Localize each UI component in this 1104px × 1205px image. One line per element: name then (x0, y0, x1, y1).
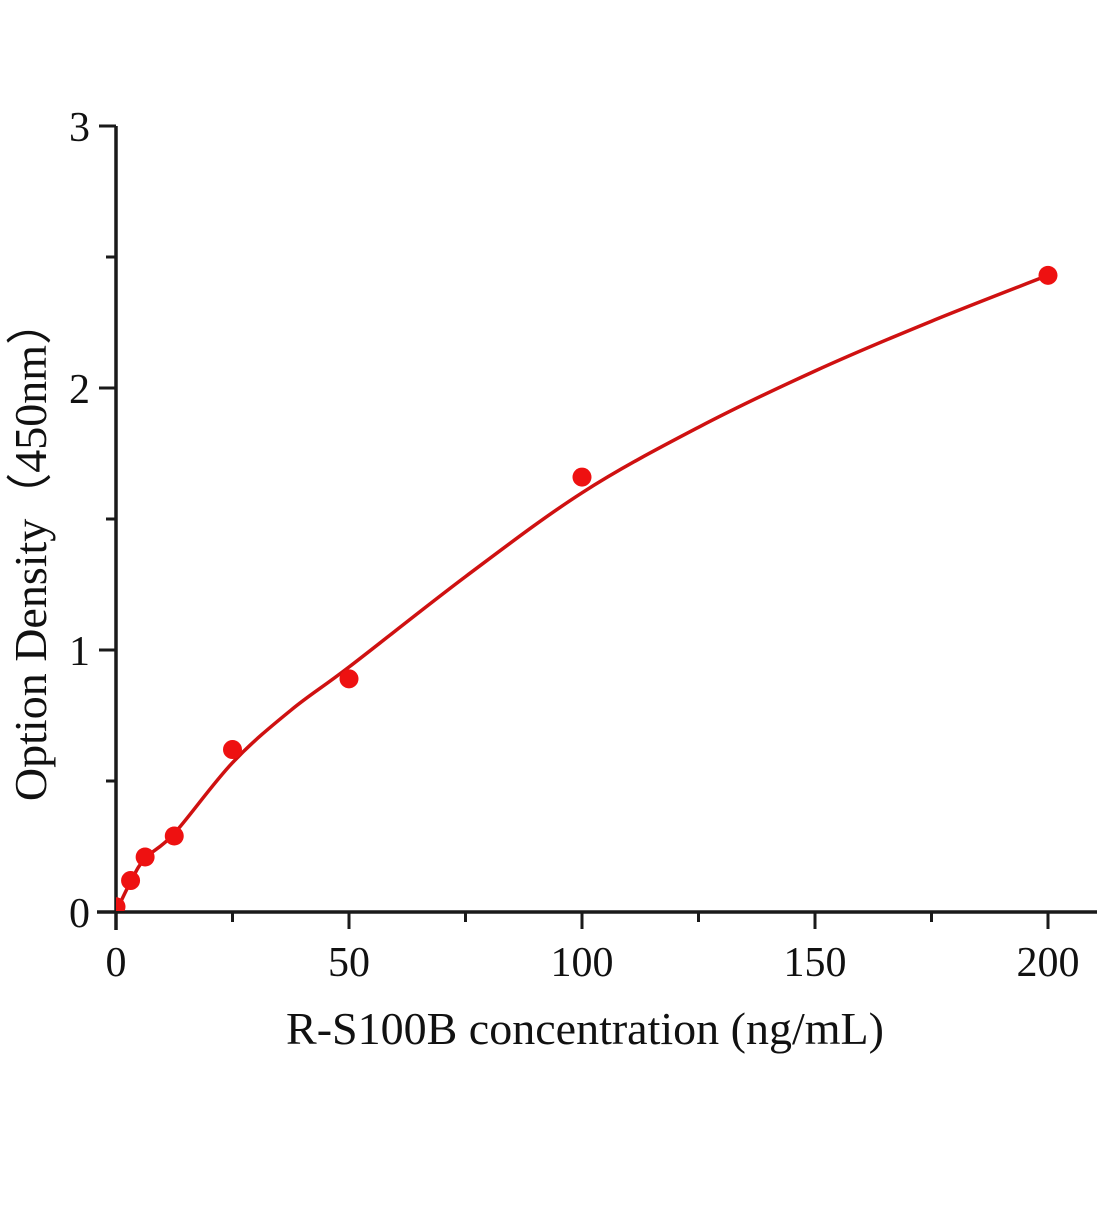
data-point (1038, 265, 1058, 285)
data-point (121, 871, 141, 891)
data-point (135, 847, 155, 867)
data-point (116, 897, 126, 911)
y-tick-label: 3 (69, 105, 90, 151)
y-axis-title: Option Density（450nm） (5, 299, 56, 801)
x-tick-label: 0 (106, 940, 127, 986)
fit-curve-layer (116, 273, 1050, 911)
y-tick-label: 2 (69, 367, 90, 413)
y-tick-label: 0 (69, 891, 90, 937)
x-tick-label: 50 (328, 940, 370, 986)
y-tick-label: 1 (69, 629, 90, 675)
data-point (164, 826, 184, 846)
axes: 0 50 100 150 200 0 1 2 3 (69, 105, 1097, 986)
x-axis-title: R-S100B concentration (ng/mL) (286, 1003, 884, 1054)
data-point (223, 740, 242, 760)
x-tick-label: 100 (551, 940, 614, 986)
x-tick-label: 200 (1017, 940, 1080, 986)
x-tick-label: 150 (784, 940, 847, 986)
data-points-layer (116, 265, 1058, 911)
data-point (572, 467, 592, 487)
fit-curve (116, 273, 1050, 911)
data-point (339, 669, 359, 689)
